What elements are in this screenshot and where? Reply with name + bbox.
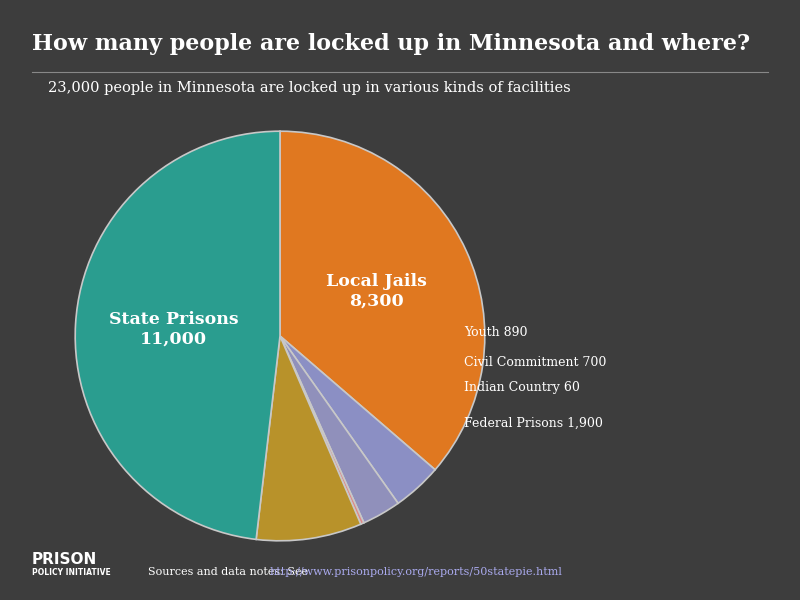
- Text: Civil Commitment 700: Civil Commitment 700: [464, 356, 606, 370]
- Wedge shape: [256, 336, 361, 541]
- Text: How many people are locked up in Minnesota and where?: How many people are locked up in Minneso…: [32, 33, 750, 55]
- Wedge shape: [280, 131, 485, 470]
- Text: POLICY INITIATIVE: POLICY INITIATIVE: [32, 568, 110, 577]
- Text: State Prisons
11,000: State Prisons 11,000: [109, 311, 238, 348]
- Wedge shape: [280, 336, 435, 503]
- Text: Sources and data notes: See: Sources and data notes: See: [148, 567, 311, 577]
- Text: Local Jails
8,300: Local Jails 8,300: [326, 274, 427, 310]
- Text: http://www.prisonpolicy.org/reports/50statepie.html: http://www.prisonpolicy.org/reports/50st…: [270, 567, 562, 577]
- Text: Youth 890: Youth 890: [464, 326, 527, 340]
- Wedge shape: [75, 131, 280, 539]
- Wedge shape: [280, 336, 364, 524]
- Text: Federal Prisons 1,900: Federal Prisons 1,900: [464, 416, 603, 430]
- Text: Indian Country 60: Indian Country 60: [464, 380, 580, 394]
- Text: 23,000 people in Minnesota are locked up in various kinds of facilities: 23,000 people in Minnesota are locked up…: [48, 81, 570, 95]
- Wedge shape: [280, 336, 398, 523]
- Text: PRISON: PRISON: [32, 552, 98, 567]
